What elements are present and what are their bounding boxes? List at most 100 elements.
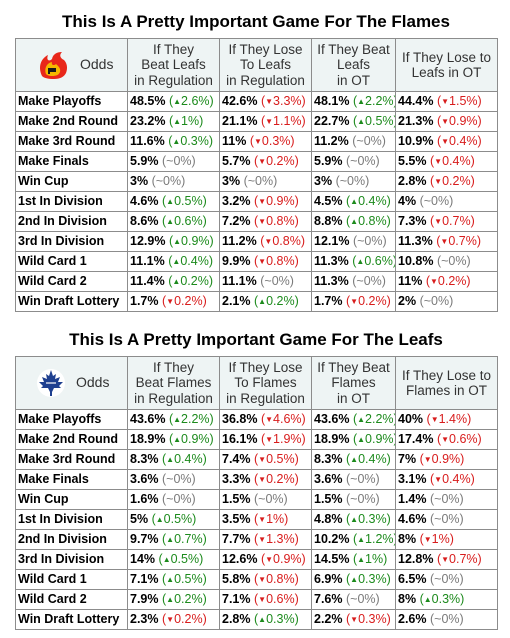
change-amount: ~0% (434, 572, 460, 586)
probability-value: 7.6% (314, 592, 343, 606)
change-amount: 0.4% (449, 134, 478, 148)
triangle-up-icon: ▲ (173, 117, 182, 126)
change-value: (▼0.7%) (436, 234, 482, 248)
change-amount: 0.4% (442, 154, 471, 168)
probability-value: 8% (398, 532, 417, 546)
change-value: (▼0.4%) (429, 472, 475, 486)
change-value: (▲2.6%) (168, 94, 214, 108)
change-value: (~0%) (352, 274, 386, 288)
probability-value: 5.9% (314, 154, 343, 168)
leafs-odds-label: Odds (76, 374, 110, 391)
change-value: (▲0.3%) (345, 572, 391, 586)
probability-value: 7.4% (222, 452, 251, 466)
flames-odds-cell: 5.5% (▼0.4%) (395, 151, 498, 172)
probability-value: 3.1% (398, 472, 427, 486)
change-value: (~0%) (161, 472, 196, 486)
change-value: (▲2.2%) (352, 94, 395, 108)
probability-value: 44.4% (398, 94, 434, 108)
probability-value: 3% (222, 174, 241, 188)
probability-value: 5.5% (398, 154, 427, 168)
probability-value: 3% (130, 174, 149, 188)
change-amount: 0.2% (358, 294, 387, 308)
leafs-row: Win Cup 1.6% (~0%) 1.5% (~0%) 1.5% (~0%) 1.4… (15, 489, 498, 510)
triangle-down-icon: ▼ (264, 237, 273, 246)
leafs-odds-table: Odds If They Beat Flames in Regulation I… (15, 356, 498, 630)
leafs-row-label: Wild Card 2 (15, 589, 128, 610)
probability-value: 1.7% (314, 294, 343, 308)
leafs-odds-cell: 1.5% (~0%) (311, 489, 396, 510)
leafs-odds-cell: 43.6% (▲2.2%) (311, 409, 396, 430)
flames-col-header-2: If They Lose To Leafs in Regulation (219, 38, 312, 92)
probability-value: 14% (130, 552, 156, 566)
triangle-down-icon: ▼ (254, 137, 262, 146)
leafs-row: Make Finals 3.6% (~0%) 3.3% (▼0.2%) 3.6% (~… (15, 469, 498, 490)
triangle-down-icon: ▼ (265, 555, 274, 564)
change-value: (▼0.2%) (161, 294, 207, 308)
leafs-row-label: Make 2nd Round (15, 429, 128, 450)
change-value: (▲0.2%) (168, 274, 214, 288)
leafs-row: 1st In Division 5% (▲0.5%) 3.5% (▼1%) 4.8% … (15, 509, 498, 530)
triangle-down-icon: ▼ (166, 297, 175, 306)
change-amount: 0.8% (266, 254, 295, 268)
flames-odds-label: Odds (80, 56, 114, 73)
flames-odds-cell: 11.2% (~0%) (311, 131, 396, 152)
change-amount: ~0% (434, 512, 460, 526)
probability-value: 7.7% (222, 532, 251, 546)
leafs-odds-cell: 2.6% (~0%) (395, 609, 498, 630)
flames-odds-cell: 4.5% (▲0.4%) (311, 191, 396, 212)
flames-row-label: Make 2nd Round (15, 111, 128, 132)
probability-value: 11.3% (398, 234, 433, 248)
change-amount: 0.4% (358, 452, 387, 466)
flames-row-label: Make 3rd Round (15, 131, 128, 152)
probability-value: 11.2% (222, 234, 257, 248)
change-value: (~0%) (429, 492, 464, 506)
triangle-up-icon: ▲ (173, 97, 182, 106)
change-value: (▲0.5%) (151, 512, 197, 526)
change-amount: ~0% (258, 492, 284, 506)
probability-value: 3% (314, 174, 333, 188)
triangle-down-icon: ▼ (166, 615, 175, 624)
probability-value: 48.1% (314, 94, 350, 108)
probability-value: 2.2% (314, 612, 343, 626)
change-value: (▲0.3%) (345, 512, 391, 526)
flames-row-label: 3rd In Division (15, 231, 128, 252)
change-amount: ~0% (350, 492, 376, 506)
triangle-down-icon: ▼ (258, 217, 267, 226)
leafs-odds-cell: 7.6% (~0%) (311, 589, 396, 610)
flames-odds-cell: 3% (~0%) (311, 171, 396, 192)
change-value: (▼1.3%) (253, 532, 299, 546)
triangle-up-icon: ▲ (350, 217, 359, 226)
flames-odds-cell: 5.7% (▼0.2%) (219, 151, 312, 172)
change-value: (~0%) (429, 572, 464, 586)
probability-value: 36.8% (222, 412, 258, 426)
triangle-down-icon: ▼ (441, 137, 450, 146)
leafs-odds-cell: 40% (▼1.4%) (395, 409, 498, 430)
change-value: (▲0.4%) (168, 254, 214, 268)
change-amount: ~0% (423, 194, 450, 208)
probability-value: 21.3% (398, 114, 434, 128)
flames-odds-cell: 11% (▼0.3%) (219, 131, 312, 152)
change-value: (▼0.3%) (345, 612, 391, 626)
flames-odds-cell: 11.3% (▲0.6%) (311, 251, 396, 272)
flames-odds-cell: 11.1% (~0%) (219, 271, 312, 292)
change-amount: 0.2% (174, 612, 203, 626)
probability-value: 1.7% (130, 294, 159, 308)
change-amount: 0.5% (163, 512, 193, 526)
probability-value: 9.9% (222, 254, 251, 268)
change-value: (▼0.9%) (260, 552, 306, 566)
triangle-down-icon: ▼ (258, 257, 267, 266)
triangle-down-icon: ▼ (430, 277, 438, 286)
change-amount: 2.6% (181, 94, 210, 108)
leafs-header-row: Odds If They Beat Flames in Regulation I… (15, 356, 498, 410)
triangle-up-icon: ▲ (350, 515, 359, 524)
change-value: (~0%) (260, 274, 294, 288)
change-amount: 4.6% (273, 412, 302, 426)
triangle-up-icon: ▲ (166, 535, 175, 544)
flames-odds-cell: 42.6% (▼3.3%) (219, 91, 312, 112)
change-amount: 0.3% (358, 612, 387, 626)
probability-value: 5.7% (222, 154, 251, 168)
leafs-odds-cell: 7.1% (▼0.6%) (219, 589, 312, 610)
triangle-down-icon: ▼ (265, 97, 274, 106)
change-amount: 0.4% (174, 452, 203, 466)
change-amount: 0.2% (266, 472, 295, 486)
